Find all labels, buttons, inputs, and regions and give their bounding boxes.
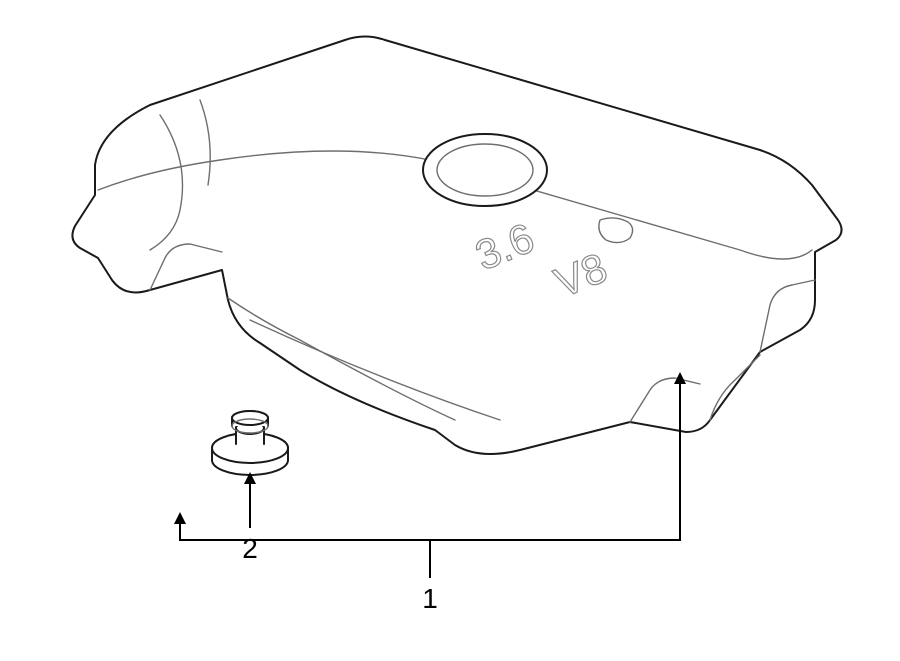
grommet [212, 411, 288, 475]
callout-label-2: 2 [242, 533, 258, 564]
parts-diagram: 3.6 V8 1 2 [0, 0, 900, 661]
callout-label-1: 1 [422, 583, 438, 614]
engine-cover: 3.6 V8 [72, 37, 841, 455]
